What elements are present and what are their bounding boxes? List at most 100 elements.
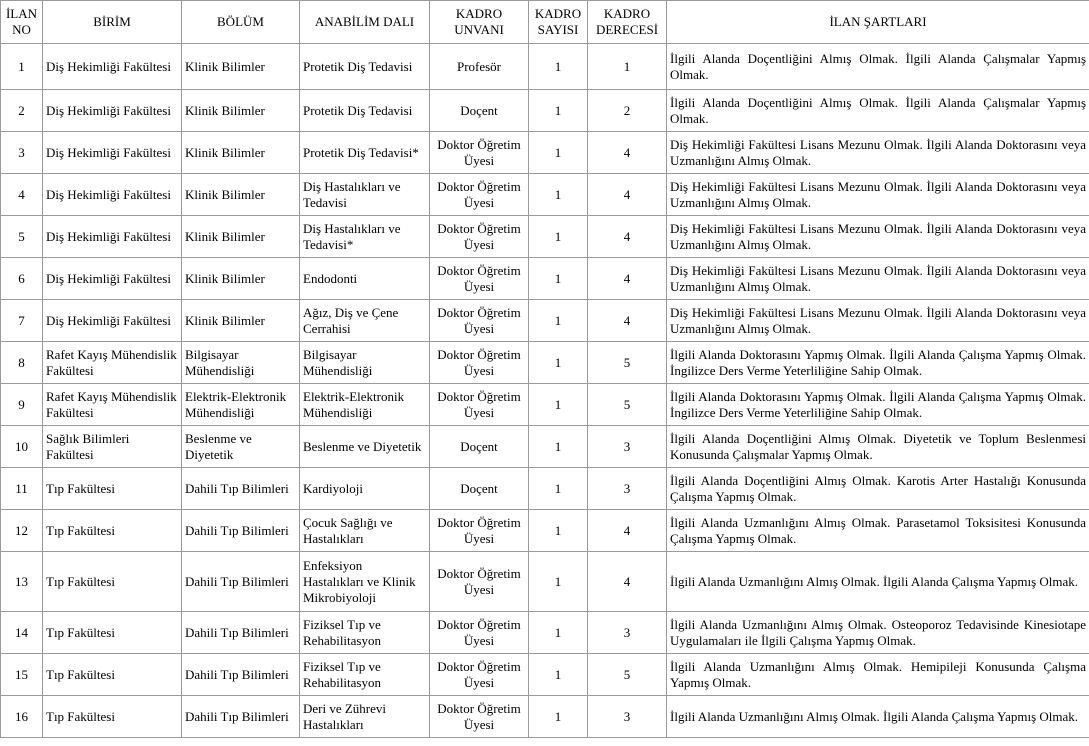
cell-kadro-derecesi: 3 xyxy=(587,425,667,468)
cell-ilan-sartlari: İlgili Alanda Doçentliğini Almış Olmak. … xyxy=(666,43,1089,90)
cell-bolum: Klinik Bilimler xyxy=(181,43,300,90)
cell-ilan-no: 6 xyxy=(0,257,43,300)
cell-kadro-sayisi: 1 xyxy=(528,653,588,696)
table-row: 11 Tıp Fakültesi Dahili Tıp Bilimleri Kardi… xyxy=(0,467,1089,510)
cell-anabilim-dali: Elektrik-Elektronik Mühendisliği xyxy=(299,383,430,426)
cell-birim: Tıp Fakültesi xyxy=(42,467,182,510)
cell-bolum: Dahili Tıp Bilimleri xyxy=(181,509,300,552)
cell-ilan-sartlari: İlgili Alanda Doktorasını Yapmış Olmak. … xyxy=(666,383,1089,426)
cell-anabilim-dali: Diş Hastalıkları ve Tedavisi* xyxy=(299,215,430,258)
cell-ilan-sartlari: Diş Hekimliği Fakültesi Lisans Mezunu Ol… xyxy=(666,257,1089,300)
table-row: 2 Diş Hekimliği Fakültesi Klinik Bilimler P… xyxy=(0,89,1089,132)
cell-birim: Tıp Fakültesi xyxy=(42,653,182,696)
cell-kadro-derecesi: 4 xyxy=(587,173,667,216)
cell-ilan-sartlari: İlgili Alanda Uzmanlığını Almış Olmak. H… xyxy=(666,653,1089,696)
cell-bolum: Klinik Bilimler xyxy=(181,89,300,132)
cell-kadro-sayisi: 1 xyxy=(528,173,588,216)
cell-anabilim-dali: Kardiyoloji xyxy=(299,467,430,510)
cell-kadro-unvani: Doktor Öğretim Üyesi xyxy=(429,131,529,174)
cell-ilan-no: 9 xyxy=(0,383,43,426)
cell-kadro-unvani: Doktor Öğretim Üyesi xyxy=(429,341,529,384)
cell-kadro-derecesi: 4 xyxy=(587,131,667,174)
cell-ilan-sartlari: İlgili Alanda Uzmanlığını Almış Olmak. P… xyxy=(666,509,1089,552)
cell-kadro-sayisi: 1 xyxy=(528,299,588,342)
table-row: 1 Diş Hekimliği Fakültesi Klinik Bilimler P… xyxy=(0,43,1089,90)
cell-birim: Sağlık Bilimleri Fakültesi xyxy=(42,425,182,468)
cell-anabilim-dali: Bilgisayar Mühendisliği xyxy=(299,341,430,384)
cell-kadro-sayisi: 1 xyxy=(528,467,588,510)
header-row: İLAN NO BİRİM BÖLÜM ANABİLİM DALI KADRO … xyxy=(0,0,1089,44)
cell-kadro-sayisi: 1 xyxy=(528,89,588,132)
cell-bolum: Dahili Tıp Bilimleri xyxy=(181,551,300,612)
cell-kadro-unvani: Doktor Öğretim Üyesi xyxy=(429,653,529,696)
cell-ilan-sartlari: İlgili Alanda Uzmanlığını Almış Olmak. İ… xyxy=(666,551,1089,612)
cell-bolum: Dahili Tıp Bilimleri xyxy=(181,653,300,696)
cell-bolum: Bilgisayar Mühendisliği xyxy=(181,341,300,384)
cell-kadro-sayisi: 1 xyxy=(528,131,588,174)
table-row: 3 Diş Hekimliği Fakültesi Klinik Bilimler P… xyxy=(0,131,1089,174)
cell-ilan-sartlari: Diş Hekimliği Fakültesi Lisans Mezunu Ol… xyxy=(666,299,1089,342)
cell-ilan-no: 7 xyxy=(0,299,43,342)
cell-kadro-derecesi: 5 xyxy=(587,383,667,426)
cell-kadro-sayisi: 1 xyxy=(528,257,588,300)
cell-ilan-no: 1 xyxy=(0,43,43,90)
cell-bolum: Klinik Bilimler xyxy=(181,299,300,342)
cell-birim: Diş Hekimliği Fakültesi xyxy=(42,89,182,132)
table-row: 8 Rafet Kayış Mühendislik Fakültesi Bilgis… xyxy=(0,341,1089,384)
header-ilan-no: İLAN NO xyxy=(0,0,43,44)
cell-ilan-no: 2 xyxy=(0,89,43,132)
cell-kadro-unvani: Doçent xyxy=(429,425,529,468)
cell-kadro-unvani: Profesör xyxy=(429,43,529,90)
table-row: 12 Tıp Fakültesi Dahili Tıp Bilimleri Çocuk… xyxy=(0,509,1089,552)
cell-kadro-unvani: Doçent xyxy=(429,89,529,132)
cell-kadro-derecesi: 3 xyxy=(587,467,667,510)
cell-ilan-no: 10 xyxy=(0,425,43,468)
cell-anabilim-dali: Protetik Diş Tedavisi* xyxy=(299,131,430,174)
header-birim: BİRİM xyxy=(42,0,182,44)
cell-kadro-sayisi: 1 xyxy=(528,611,588,654)
table-row: 16 Tıp Fakültesi Dahili Tıp Bilimleri Deri … xyxy=(0,695,1089,738)
cell-kadro-unvani: Doktor Öğretim Üyesi xyxy=(429,383,529,426)
cell-bolum: Klinik Bilimler xyxy=(181,257,300,300)
cell-anabilim-dali: Enfeksiyon Hastalıkları ve Klinik Mikrob… xyxy=(299,551,430,612)
cell-kadro-sayisi: 1 xyxy=(528,509,588,552)
table-row: 14 Tıp Fakültesi Dahili Tıp Bilimleri Fizik… xyxy=(0,611,1089,654)
cell-kadro-derecesi: 1 xyxy=(587,43,667,90)
cell-birim: Rafet Kayış Mühendislik Fakültesi xyxy=(42,341,182,384)
table-row: 15 Tıp Fakültesi Dahili Tıp Bilimleri Fizik… xyxy=(0,653,1089,696)
cell-anabilim-dali: Çocuk Sağlığı ve Hastalıkları xyxy=(299,509,430,552)
cell-ilan-no: 4 xyxy=(0,173,43,216)
cell-ilan-sartlari: İlgili Alanda Uzmanlığını Almış Olmak. O… xyxy=(666,611,1089,654)
cell-kadro-derecesi: 2 xyxy=(587,89,667,132)
cell-kadro-derecesi: 3 xyxy=(587,695,667,738)
cell-anabilim-dali: Beslenme ve Diyetetik xyxy=(299,425,430,468)
cell-kadro-sayisi: 1 xyxy=(528,383,588,426)
cell-anabilim-dali: Protetik Diş Tedavisi xyxy=(299,43,430,90)
cell-anabilim-dali: Endodonti xyxy=(299,257,430,300)
cell-kadro-sayisi: 1 xyxy=(528,551,588,612)
cell-kadro-unvani: Doktor Öğretim Üyesi xyxy=(429,551,529,612)
cell-ilan-sartlari: Diş Hekimliği Fakültesi Lisans Mezunu Ol… xyxy=(666,215,1089,258)
cell-birim: Diş Hekimliği Fakültesi xyxy=(42,131,182,174)
cell-kadro-unvani: Doktor Öğretim Üyesi xyxy=(429,299,529,342)
cell-kadro-unvani: Doktor Öğretim Üyesi xyxy=(429,695,529,738)
cell-birim: Tıp Fakültesi xyxy=(42,551,182,612)
cell-bolum: Klinik Bilimler xyxy=(181,173,300,216)
cell-kadro-unvani: Doktor Öğretim Üyesi xyxy=(429,509,529,552)
cell-birim: Diş Hekimliği Fakültesi xyxy=(42,43,182,90)
cell-anabilim-dali: Protetik Diş Tedavisi xyxy=(299,89,430,132)
header-kadro-derecesi: KADRO DERECESİ xyxy=(587,0,667,44)
cell-kadro-derecesi: 4 xyxy=(587,299,667,342)
cell-kadro-sayisi: 1 xyxy=(528,341,588,384)
table-row: 9 Rafet Kayış Mühendislik Fakültesi Elektr… xyxy=(0,383,1089,426)
cell-bolum: Klinik Bilimler xyxy=(181,215,300,258)
cell-kadro-derecesi: 4 xyxy=(587,509,667,552)
header-ilan-sartlari: İLAN ŞARTLARI xyxy=(666,0,1089,44)
cell-ilan-sartlari: İlgili Alanda Doçentliğini Almış Olmak. … xyxy=(666,89,1089,132)
cell-bolum: Dahili Tıp Bilimleri xyxy=(181,611,300,654)
cell-kadro-sayisi: 1 xyxy=(528,695,588,738)
cell-ilan-no: 8 xyxy=(0,341,43,384)
header-kadro-unvani: KADRO UNVANI xyxy=(429,0,529,44)
cell-bolum: Elektrik-Elektronik Mühendisliği xyxy=(181,383,300,426)
